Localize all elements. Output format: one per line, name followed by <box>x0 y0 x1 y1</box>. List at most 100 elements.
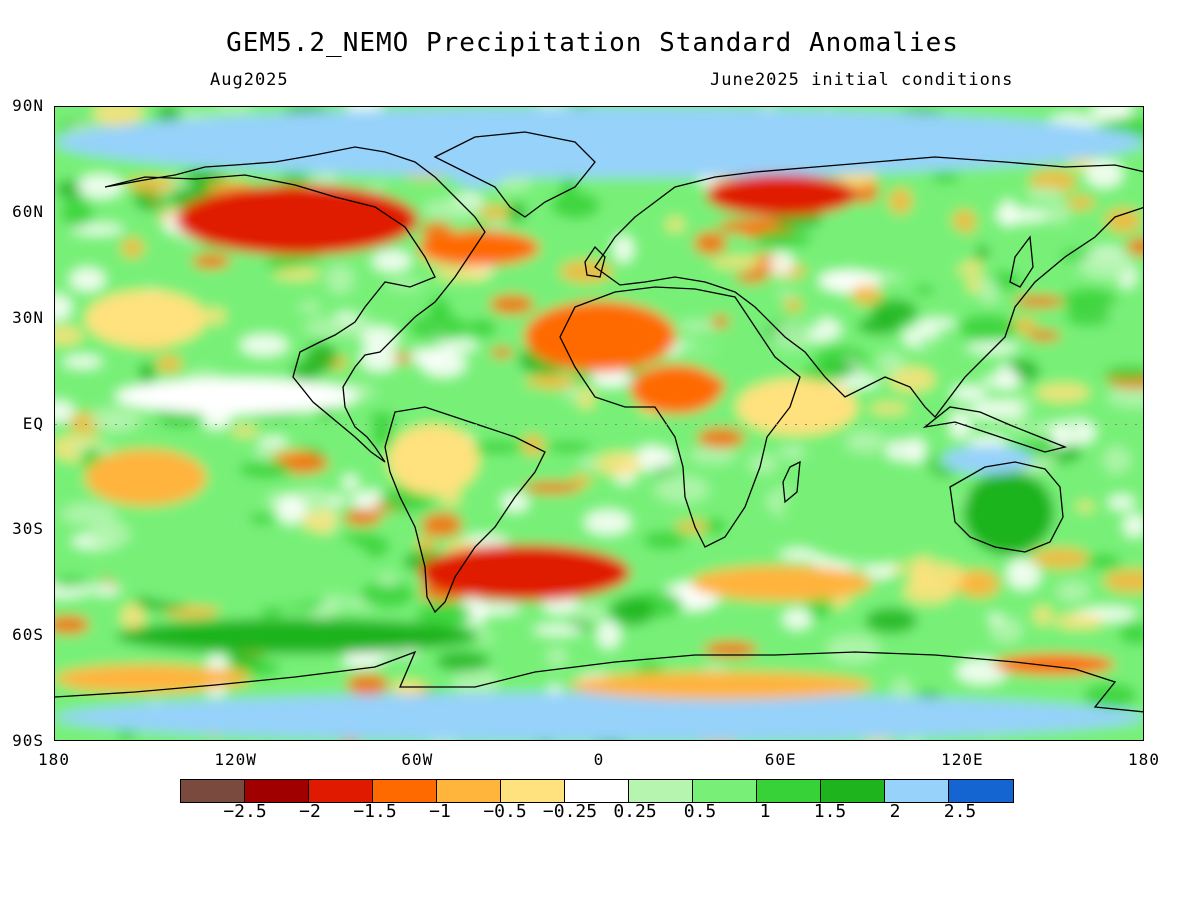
anomaly-speckle <box>61 243 118 254</box>
lat-label: 60S <box>12 625 44 645</box>
anomaly-speckle <box>947 608 993 639</box>
anomaly-region-s-atlantic-dry <box>418 544 631 601</box>
anomaly-speckle <box>697 427 745 449</box>
anomaly-speckle <box>782 608 812 630</box>
anomaly-speckle <box>483 221 507 232</box>
anomaly-speckle <box>435 650 491 672</box>
anomaly-speckle <box>221 354 276 372</box>
anomaly-speckle <box>584 509 632 535</box>
lat-label: 60N <box>12 201 44 221</box>
coastlines <box>55 131 1143 713</box>
lon-label: 60E <box>764 750 797 769</box>
anomaly-speckle <box>247 512 276 526</box>
anomaly-speckle <box>466 319 497 338</box>
anomaly-speckle <box>910 414 952 434</box>
anomaly-speckle <box>1009 318 1037 334</box>
anomaly-speckle <box>104 419 126 432</box>
anomaly-speckle <box>439 339 479 351</box>
anomaly-speckle <box>888 366 936 392</box>
anomaly-speckle <box>1103 569 1143 593</box>
anomaly-speckle <box>266 255 301 272</box>
anomaly-speckle <box>409 348 451 366</box>
anomaly-speckle <box>1052 423 1069 449</box>
anomaly-speckle <box>360 580 415 609</box>
anomaly-region-n-atlantic-dry <box>418 230 540 266</box>
anomaly-speckle <box>656 199 682 211</box>
anomaly-speckle <box>55 400 75 423</box>
colorbar-tick-label: 2.5 <box>943 801 977 822</box>
anomaly-speckle <box>870 298 918 326</box>
lat-label: 90S <box>12 731 44 750</box>
coastline-eurasia <box>594 156 1143 418</box>
anomaly-region-siberia-dry <box>705 174 858 217</box>
anomaly-speckle <box>55 615 90 635</box>
anomaly-speckle <box>654 475 710 503</box>
anomaly-speckle <box>291 360 321 382</box>
colorbar-tick-label: 0.25 <box>613 801 657 822</box>
anomaly-speckle <box>372 250 412 272</box>
anomaly-speckle <box>273 268 321 280</box>
anomaly-speckle <box>597 620 621 649</box>
anomaly-speckle <box>231 425 259 437</box>
anomaly-speckle <box>376 574 400 587</box>
anomaly-speckle <box>1108 495 1135 510</box>
anomaly-speckle <box>718 219 777 234</box>
anomaly-region-siberia-wet <box>827 219 979 277</box>
anomaly-speckle <box>693 231 727 255</box>
anomaly-speckle <box>533 624 584 636</box>
coastline-maritime-continent <box>922 406 1068 453</box>
anomaly-speckle <box>1085 159 1123 188</box>
coastline-north-america <box>104 146 486 463</box>
anomaly-region-central-africa-dry <box>630 364 722 414</box>
colorbar-swatch <box>501 780 565 802</box>
anomaly-region-indian-ocean-dry <box>736 378 858 436</box>
anomaly-speckle <box>735 271 768 283</box>
anomaly-region-timor-sea-wet <box>942 445 1033 474</box>
anomaly-speckle <box>239 660 281 677</box>
anomaly-speckle <box>563 386 581 401</box>
lon-label: 60W <box>401 750 434 769</box>
colorbar-tick-label: −2.5 <box>223 801 267 822</box>
anomaly-speckle <box>298 301 321 313</box>
anomaly-speckle <box>191 253 231 269</box>
lon-label: 180 <box>38 750 70 769</box>
anomaly-speckle <box>69 267 106 292</box>
anomaly-region-weddell-dry <box>569 671 873 700</box>
anomaly-speckle <box>55 326 84 345</box>
anomaly-region-equatorial-pacific-neutral <box>115 378 358 414</box>
anomaly-speckle <box>951 385 987 401</box>
anomaly-speckle <box>360 345 398 372</box>
anomaly-speckle <box>949 411 971 439</box>
anomaly-speckle <box>212 107 257 114</box>
anomaly-speckle <box>90 406 142 432</box>
anomaly-speckle <box>121 603 146 632</box>
anomaly-speckle <box>478 205 513 220</box>
anomaly-speckle <box>60 199 94 228</box>
anomaly-speckle <box>326 265 354 294</box>
anomaly-speckle <box>784 298 803 312</box>
anomaly-speckle <box>158 407 204 428</box>
anomaly-speckle <box>845 430 885 453</box>
anomaly-speckle <box>89 519 129 550</box>
coastline-africa <box>559 286 801 548</box>
colorbar-swatch <box>949 780 1013 802</box>
colorbar-tick-label: −0.25 <box>542 801 598 822</box>
anomaly-speckle <box>434 266 492 280</box>
anomaly-speckle <box>484 621 532 642</box>
anomaly-speckle <box>967 342 1019 354</box>
anomaly-speckle <box>888 188 913 214</box>
anomaly-speckle <box>501 492 529 512</box>
anomaly-speckle <box>571 474 592 487</box>
initial-conditions-label: June2025 initial conditions <box>710 70 1014 90</box>
map-title: GEM5.2_NEMO Precipitation Standard Anoma… <box>226 28 959 58</box>
anomaly-speckle <box>421 512 463 538</box>
anomaly-region-arctic-ocean-wet <box>55 107 1143 178</box>
anomaly-speckle <box>779 444 806 460</box>
anomaly-speckle <box>768 251 794 276</box>
anomaly-speckle <box>452 668 500 696</box>
coastline-japan <box>1009 235 1034 288</box>
anomaly-region-s-pacific-dry <box>85 449 207 506</box>
anomaly-speckle <box>675 520 713 533</box>
colorbar-swatch <box>245 780 309 802</box>
anomaly-speckle <box>676 320 721 332</box>
